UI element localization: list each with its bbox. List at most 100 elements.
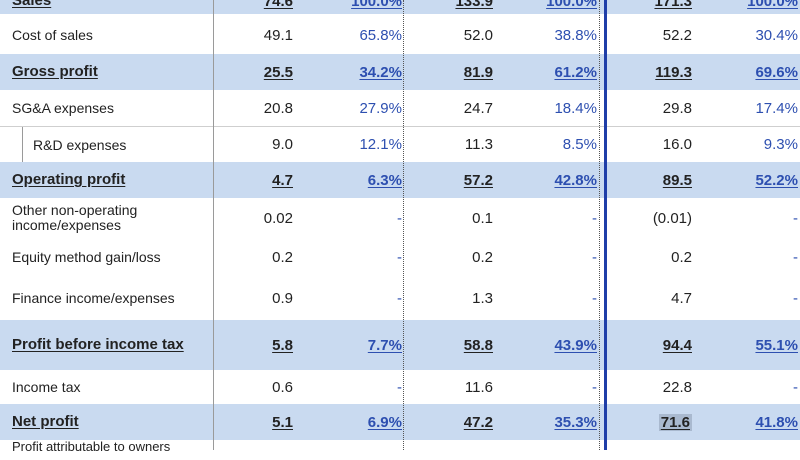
value-col1: 0.9	[272, 289, 293, 307]
table-row-net-profit: Net profit 5.1 6.9% 47.2 35.3% 71.6 41.8…	[0, 404, 800, 440]
table-row-rd-expenses: R&D expenses 9.0 12.1% 11.3 8.5% 16.0 9.…	[0, 126, 800, 163]
row-label: Income tax	[12, 379, 81, 395]
table-row-income-tax: Income tax 0.6 - 11.6 - 22.8 -	[0, 370, 800, 404]
value-col3: 0.2	[671, 248, 692, 266]
percent-col3: 100.0%	[747, 0, 798, 10]
percent-col1: 7.7%	[367, 336, 402, 354]
value-col1: 9.0	[272, 136, 293, 153]
percent-col1: -	[397, 248, 402, 266]
value-col2: 1.3	[472, 289, 493, 307]
row-label: R&D expenses	[33, 136, 127, 153]
value-col3: 71.6	[612, 404, 692, 440]
table-row-gross-profit: Gross profit 25.5 34.2% 81.9 61.2% 119.3…	[0, 54, 800, 90]
value-col1: 20.8	[263, 99, 293, 117]
percent-col3: -	[793, 378, 798, 396]
percent-col1: -	[397, 378, 402, 396]
value-col1: 49.1	[263, 26, 293, 44]
percent-col1: -	[397, 209, 402, 227]
percent-col2: -	[592, 248, 597, 266]
label-column-divider	[213, 0, 214, 450]
percent-col2: 43.9%	[554, 336, 597, 354]
value-col3: 4.7	[671, 289, 692, 307]
percent-col3: 55.1%	[755, 336, 798, 354]
value-col1: 5.8	[272, 336, 293, 354]
percent-col2: -	[592, 378, 597, 396]
value-col3: 89.5	[662, 171, 692, 189]
table-row-other-non-operating: Other non-operating income/expenses 0.02…	[0, 198, 800, 238]
table-row-finance-income: Finance income/expenses 0.9 - 1.3 - 4.7 …	[0, 276, 800, 320]
percent-col2: 100.0%	[546, 0, 597, 10]
value-col3: 52.2	[662, 26, 692, 44]
table-row-profit-before-tax: Profit before income tax 5.8 7.7% 58.8 4…	[0, 320, 800, 370]
percent-col1: 12.1%	[359, 136, 402, 153]
period1-divider	[403, 0, 404, 450]
percent-col3: 30.4%	[755, 26, 798, 44]
row-label: Equity method gain/loss	[12, 249, 161, 265]
value-col2: 47.2	[463, 413, 493, 431]
period2-divider	[599, 0, 600, 450]
percent-col3: -	[793, 209, 798, 227]
percent-col1: 100.0%	[351, 0, 402, 10]
value-col1: 5.1	[272, 413, 293, 431]
value-col3: 171.3	[654, 0, 692, 10]
value-col2: 52.0	[463, 26, 493, 44]
percent-col2: 18.4%	[554, 99, 597, 117]
value-col2: 0.2	[472, 248, 493, 266]
percent-col1: 34.2%	[359, 63, 402, 81]
value-col2: 11.3	[464, 136, 493, 153]
value-col1: 0.6	[272, 378, 293, 396]
percent-col2: -	[592, 289, 597, 307]
percent-col3: 52.2%	[755, 171, 798, 189]
percent-col2: 35.3%	[554, 413, 597, 431]
value-col3: 94.4	[662, 336, 692, 354]
percent-col2: 38.8%	[554, 26, 597, 44]
value-col1: 74.6	[263, 0, 293, 10]
table-row-cost-of-sales: Cost of sales 49.1 65.8% 52.0 38.8% 52.2…	[0, 16, 800, 54]
row-label: Net profit	[12, 413, 79, 430]
value-col2: 11.6	[464, 378, 493, 396]
percent-col3: 9.3%	[763, 136, 798, 153]
percent-col1: 6.9%	[367, 413, 402, 431]
percent-col3: 69.6%	[755, 63, 798, 81]
value-col2: 57.2	[463, 171, 493, 189]
percent-col1: 6.3%	[367, 171, 402, 189]
indent-divider	[22, 127, 23, 163]
row-label: Operating profit	[12, 171, 126, 188]
row-label: Cost of sales	[12, 27, 93, 43]
value-col1: 25.5	[263, 63, 293, 81]
percent-col2: 8.5%	[562, 136, 597, 153]
row-label: Profit attributable to owners	[12, 439, 171, 454]
value-col1: 0.02	[263, 209, 293, 227]
percent-col1: -	[397, 289, 402, 307]
percent-col1: 65.8%	[359, 26, 402, 44]
value-col2: 81.9	[463, 63, 493, 81]
value-col3: 29.8	[662, 99, 692, 117]
row-label: Other non-operating income/expenses	[12, 202, 138, 233]
table-row-profit-attributable: Profit attributable to owners	[0, 440, 800, 460]
percent-col1: 27.9%	[359, 99, 402, 117]
percent-col2: 61.2%	[554, 63, 597, 81]
value-col3: (0.01)	[652, 209, 692, 227]
percent-col2: -	[592, 209, 597, 227]
value-col2: 133.9	[455, 0, 493, 10]
percent-col2: 42.8%	[554, 171, 597, 189]
value-col3: 22.8	[662, 378, 692, 396]
row-label: Finance income/expenses	[12, 290, 175, 306]
highlight-period-divider	[604, 0, 607, 450]
row-label: Sales	[12, 0, 52, 9]
table-row-sga-expenses: SG&A expenses 20.8 27.9% 24.7 18.4% 29.8…	[0, 90, 800, 126]
percent-col3: -	[793, 289, 798, 307]
percent-col3: -	[793, 248, 798, 266]
row-label: Profit before income tax	[12, 336, 184, 353]
value-col3: 119.3	[655, 63, 692, 81]
table-row-equity-method: Equity method gain/loss 0.2 - 0.2 - 0.2 …	[0, 238, 800, 276]
selected-cell[interactable]: 71.6	[658, 413, 692, 431]
value-col2: 24.7	[463, 99, 493, 117]
value-col1: 4.7	[272, 171, 293, 189]
value-col3: 16.0	[662, 136, 692, 153]
row-label: SG&A expenses	[12, 100, 114, 116]
value-col2: 58.8	[463, 336, 493, 354]
value-col1: 0.2	[272, 248, 293, 266]
table-row-sales: Sales 74.6 100.0% 133.9 100.0% 171.3 100…	[0, 0, 800, 14]
